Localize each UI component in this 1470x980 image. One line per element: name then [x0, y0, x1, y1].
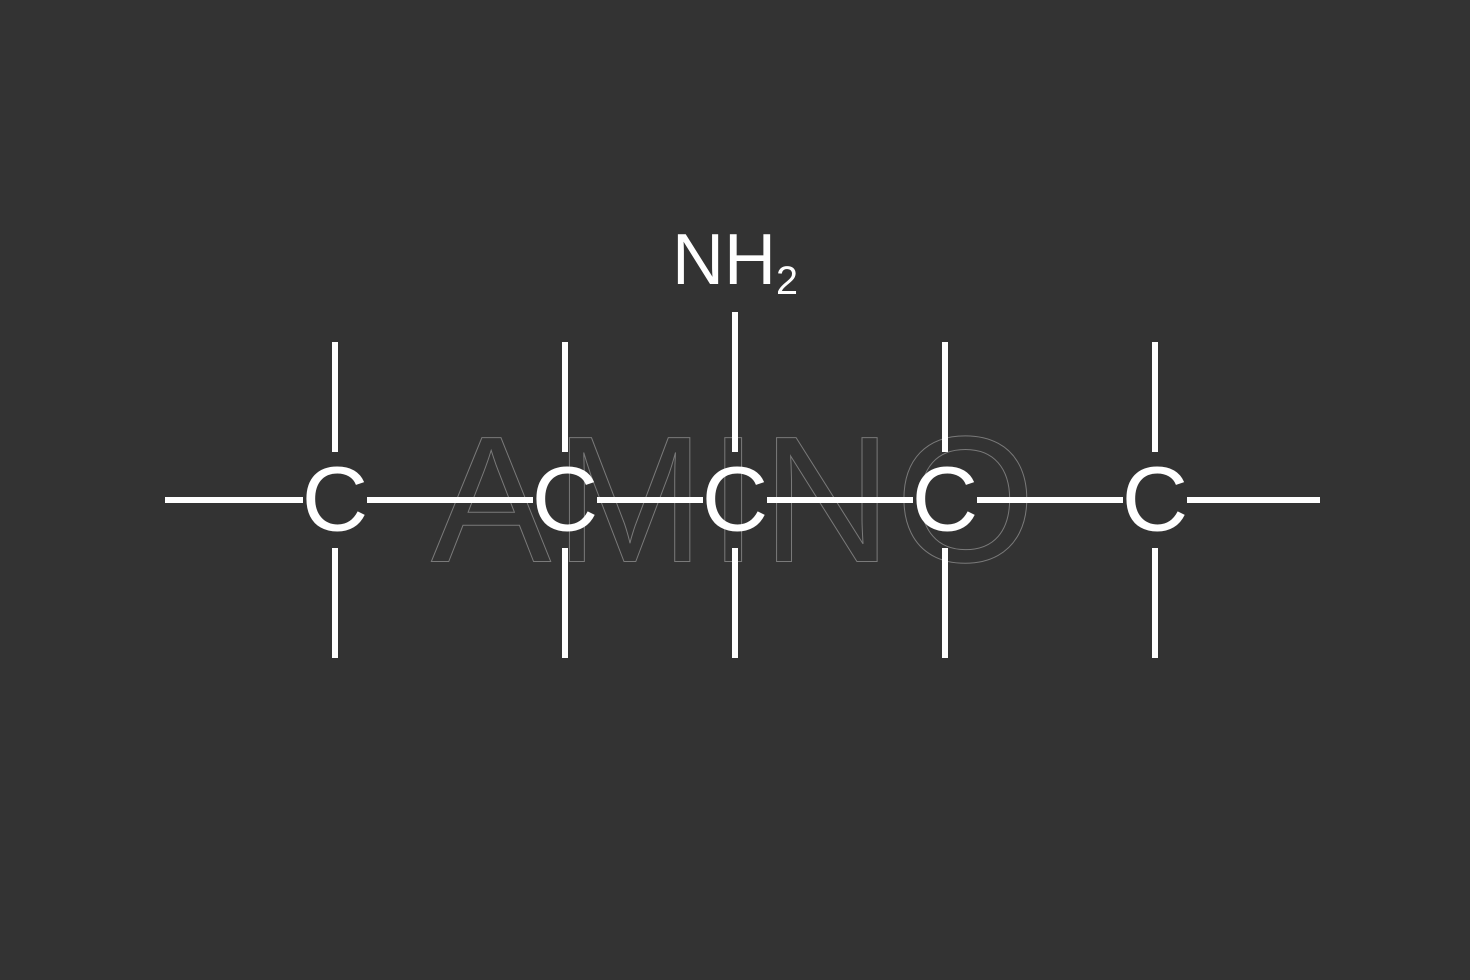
nh2-sub: 2 — [776, 259, 798, 303]
carbon-atom-4: C — [912, 448, 978, 553]
carbon-atom-3: C — [702, 448, 768, 553]
carbon-atom-1: C — [302, 448, 368, 553]
nh2-main: NH — [672, 220, 776, 300]
diagram-canvas: AMINO CCCCC NH2 — [0, 0, 1470, 980]
carbon-atom-5: C — [1122, 448, 1188, 553]
nh2-group: NH2 — [672, 219, 798, 301]
carbon-atom-2: C — [532, 448, 598, 553]
